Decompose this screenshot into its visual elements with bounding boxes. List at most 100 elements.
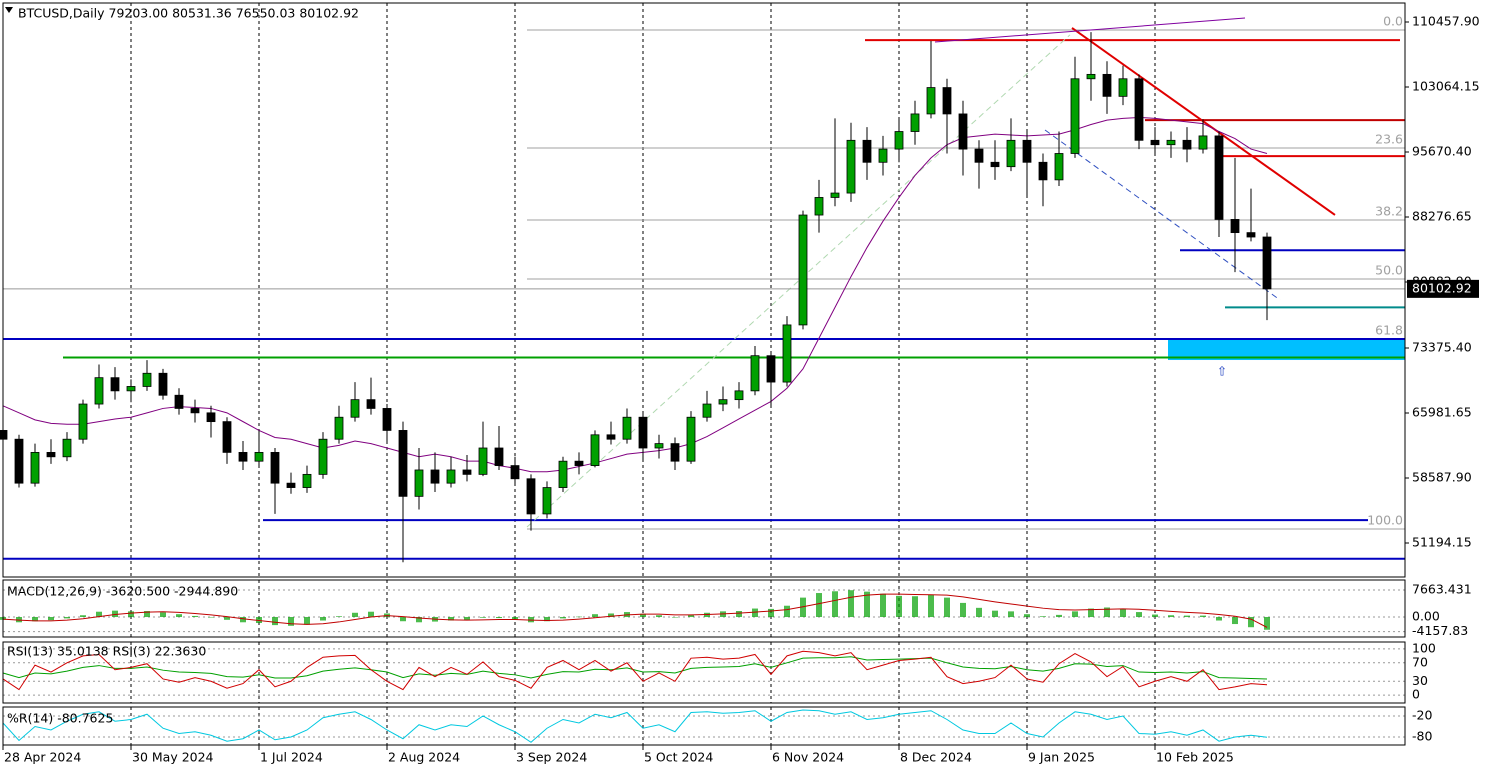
histogram-bar [1168, 615, 1174, 617]
candle-body [606, 434, 616, 440]
candle-body [510, 465, 520, 480]
histogram-bar [464, 616, 470, 621]
candle-body [910, 113, 920, 132]
candle-body [1198, 135, 1208, 150]
wpr-label: %R(14) -80.7625 [7, 711, 113, 726]
histogram-bar [224, 616, 230, 620]
histogram-bar [1088, 608, 1094, 617]
candle-body [62, 438, 72, 458]
candle-body [1118, 78, 1128, 97]
histogram-bar [1184, 615, 1190, 617]
fib-label: 61.8 [1375, 322, 1403, 337]
histogram-bar [544, 616, 550, 622]
y-tick-label: -4157.83 [1412, 623, 1468, 638]
histogram-bar [864, 591, 870, 617]
histogram-bar [992, 610, 998, 617]
candle-body [542, 487, 552, 515]
histogram-bar [960, 602, 966, 617]
histogram-bar [1136, 612, 1142, 617]
candle-body [238, 451, 248, 462]
histogram-bar [352, 612, 358, 617]
candle-body [1054, 153, 1064, 181]
candle-body [1022, 139, 1032, 163]
y-tick-label: -80 [1412, 728, 1432, 743]
candle-body [1006, 139, 1016, 168]
histogram-bar [736, 611, 742, 617]
candle-body [782, 324, 792, 383]
candle-body [382, 408, 392, 431]
x-tick-label: 2 Aug 2024 [388, 750, 460, 765]
candle-body [430, 469, 440, 484]
histogram-bar [304, 616, 310, 625]
histogram-bar [16, 616, 22, 623]
x-tick-label: 10 Feb 2025 [1156, 750, 1234, 765]
histogram-bar [112, 610, 118, 617]
histogram-bar [1120, 608, 1126, 617]
candle-body [590, 434, 600, 466]
fib-label: 38.2 [1375, 204, 1403, 219]
candle-body [702, 403, 712, 418]
chart-title: BTCUSD,Daily 79203.00 80531.36 76550.03 … [18, 6, 359, 21]
candle-body [1182, 139, 1192, 150]
menu-arrow[interactable] [5, 7, 13, 13]
histogram-bar [528, 616, 534, 623]
histogram-bar [912, 596, 918, 617]
candle-body [878, 148, 888, 163]
histogram-bar [1024, 614, 1030, 617]
main-frame [2, 2, 1406, 578]
rsi-frame [2, 641, 1406, 704]
candle-body [206, 412, 216, 423]
candle-body [558, 460, 568, 488]
histogram-bar [592, 614, 598, 617]
candle-body [1038, 161, 1048, 181]
histogram-bar [1104, 607, 1110, 617]
candle-body [1214, 135, 1224, 220]
candle-body [478, 447, 488, 475]
histogram-bar [672, 616, 678, 618]
histogram-bar [512, 616, 518, 620]
candle-body [686, 416, 696, 462]
candle-body [78, 403, 88, 440]
x-tick-label: 1 Jul 2024 [260, 750, 323, 765]
histogram-bar [176, 614, 182, 617]
candle-body [670, 443, 680, 462]
histogram-bar [208, 616, 214, 618]
fib-label: 100.0 [1367, 513, 1403, 528]
candle-body [1134, 78, 1144, 141]
candle-body [990, 161, 1000, 168]
histogram-bar [1248, 616, 1254, 628]
candle-body [926, 87, 936, 115]
candle-body [286, 482, 296, 488]
y-tick-label: 88276.65 [1412, 208, 1472, 223]
y-tick-label: -20 [1412, 707, 1432, 722]
x-tick-label: 30 May 2024 [132, 750, 214, 765]
candle-body [638, 416, 648, 449]
candle-body [302, 473, 312, 488]
candle-body [718, 399, 728, 405]
zone [1168, 339, 1405, 361]
candle-body [798, 214, 808, 326]
x-tick-label: 3 Sep 2024 [516, 750, 587, 765]
y-tick-label: 73375.40 [1412, 339, 1472, 354]
candle-body [766, 355, 776, 383]
histogram-bar [832, 591, 838, 617]
histogram-bar [160, 612, 166, 617]
candle-body [862, 139, 872, 163]
macd-label: MACD(12,26,9) -3620.500 -2944.890 [7, 584, 238, 599]
histogram-bar [656, 615, 662, 617]
candle-body [14, 438, 24, 484]
y-tick-label: 110457.90 [1412, 13, 1480, 28]
indicator-line [2, 650, 1268, 691]
histogram-bar [416, 616, 422, 623]
histogram-bar [1200, 615, 1206, 617]
candle-body [526, 478, 536, 515]
candle-body [1230, 219, 1240, 234]
x-tick-label: 6 Nov 2024 [772, 750, 844, 765]
candle-body [974, 148, 984, 163]
histogram-bar [640, 613, 646, 617]
candle-body [1150, 139, 1160, 146]
y-tick-label: 95670.40 [1412, 143, 1472, 158]
x-tick-label: 28 Apr 2024 [4, 750, 81, 765]
